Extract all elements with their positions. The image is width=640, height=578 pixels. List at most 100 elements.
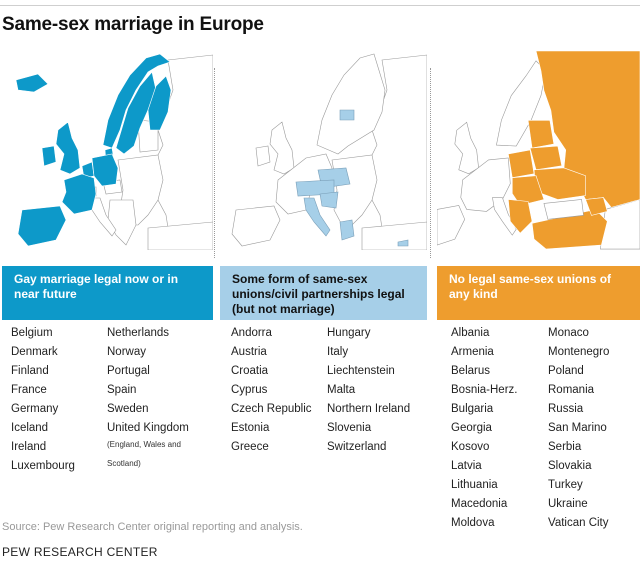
europe-map-civil-unions bbox=[231, 53, 427, 250]
list-item: Estonia bbox=[231, 422, 270, 434]
balkans-shape bbox=[507, 199, 533, 234]
list-item: Vatican City bbox=[548, 517, 609, 529]
uk-shape bbox=[269, 121, 295, 175]
list-no-recognition-right: Monaco Montenegro Poland Romania Russia … bbox=[548, 324, 609, 533]
list-item: Denmark bbox=[11, 346, 58, 358]
list-item: United Kingdom bbox=[107, 422, 189, 434]
top-rule bbox=[0, 5, 640, 6]
iberia-shape bbox=[17, 205, 67, 247]
list-civil-unions-right: Hungary Italy Liechtenstein Malta Northe… bbox=[327, 324, 410, 457]
italy-shape bbox=[492, 197, 517, 236]
banner-civil-unions: Some form of same-sex unions/civil partn… bbox=[220, 266, 427, 320]
list-item: Turkey bbox=[548, 479, 583, 491]
list-item: Montenegro bbox=[548, 346, 610, 358]
list-item: Poland bbox=[548, 365, 584, 377]
list-no-recognition-left: Albania Armenia Belarus Bosnia-Herz. Bul… bbox=[451, 324, 517, 533]
uk-footnote: (England, Wales and Scotland) bbox=[107, 440, 181, 468]
turkey-shape bbox=[361, 221, 427, 250]
ireland-shape bbox=[255, 145, 271, 167]
list-item: Lithuania bbox=[451, 479, 498, 491]
list-item: Croatia bbox=[231, 365, 269, 377]
list-item: Bosnia-Herz. bbox=[451, 384, 518, 396]
list-marriage-right: Netherlands Norway Portugal Spain Sweden… bbox=[107, 324, 189, 473]
list-item: Monaco bbox=[548, 327, 589, 339]
iceland-shape bbox=[15, 73, 49, 93]
caucasus-shape bbox=[585, 197, 608, 216]
map-no-recognition bbox=[437, 50, 640, 250]
black-sea-shape bbox=[543, 199, 584, 220]
list-item: Luxembourg bbox=[11, 460, 75, 472]
list-item: Georgia bbox=[451, 422, 492, 434]
france-shape bbox=[61, 173, 97, 215]
banner-no-recognition: No legal same-sex unions of any kind bbox=[437, 266, 640, 320]
eastern-europe-shape bbox=[331, 154, 378, 226]
europe-map-no-recognition bbox=[437, 50, 640, 250]
list-item: Serbia bbox=[548, 441, 582, 453]
greece-shape bbox=[339, 219, 355, 241]
list-item: Italy bbox=[327, 346, 349, 358]
list-item: Andorra bbox=[231, 327, 272, 339]
footer-credit: PEW RESEARCH CENTER bbox=[2, 545, 158, 559]
list-item: Slovenia bbox=[327, 422, 372, 434]
list-item: Moldova bbox=[451, 517, 495, 529]
map-civil-unions bbox=[222, 50, 427, 250]
ireland-shape bbox=[41, 145, 57, 167]
list-item: Latvia bbox=[451, 460, 482, 472]
banner-marriage: Gay marriage legal now or in near future bbox=[2, 266, 213, 320]
list-item: Ukraine bbox=[548, 498, 588, 510]
list-item: Iceland bbox=[11, 422, 49, 434]
list-item: Austria bbox=[231, 346, 267, 358]
germany-shape bbox=[91, 153, 119, 187]
list-item: Finland bbox=[11, 365, 49, 377]
list-item: Liechtenstein bbox=[327, 365, 395, 377]
slovenia-croatia-shape bbox=[319, 191, 339, 209]
page-title: Same-sex marriage in Europe bbox=[2, 14, 264, 35]
list-item: Sweden bbox=[107, 403, 149, 415]
cyprus-shape bbox=[397, 239, 409, 247]
turkey-shape bbox=[147, 221, 213, 250]
list-item: Hungary bbox=[327, 327, 371, 339]
list-item: Russia bbox=[548, 403, 584, 415]
list-item: Norway bbox=[107, 346, 146, 358]
italy-shape bbox=[89, 197, 117, 237]
slovakia-romania-shape bbox=[511, 175, 545, 206]
norway-shape bbox=[102, 53, 171, 149]
source-note: Source: Pew Research Center original rep… bbox=[2, 521, 303, 533]
list-item: San Marino bbox=[548, 422, 607, 434]
list-item: Germany bbox=[11, 403, 59, 415]
list-item: Belarus bbox=[451, 365, 490, 377]
list-item: Malta bbox=[327, 384, 356, 396]
list-item: Macedonia bbox=[451, 498, 508, 510]
list-item: France bbox=[11, 384, 47, 396]
separator-2 bbox=[430, 68, 431, 258]
list-item: Romania bbox=[548, 384, 595, 396]
uk-shape bbox=[55, 121, 81, 175]
poland-shape bbox=[507, 149, 535, 179]
scandinavia-shape bbox=[316, 53, 386, 155]
list-item: Greece bbox=[231, 441, 269, 453]
baltics-shape bbox=[527, 119, 555, 149]
list-item: Armenia bbox=[451, 346, 494, 358]
list-item: Slovakia bbox=[548, 460, 592, 472]
list-item: Cyprus bbox=[231, 384, 268, 396]
belarus-shape bbox=[529, 145, 563, 171]
map-marriage bbox=[8, 50, 213, 250]
europe-map-marriage bbox=[15, 53, 213, 250]
list-marriage-left: Belgium Denmark Finland France Germany I… bbox=[11, 324, 75, 476]
list-item: Bulgaria bbox=[451, 403, 494, 415]
list-item: Albania bbox=[451, 327, 490, 339]
estonia-shape bbox=[339, 109, 355, 121]
italy-shape bbox=[303, 197, 331, 237]
finland-shape bbox=[147, 75, 172, 131]
list-item: Netherlands bbox=[107, 327, 170, 339]
iberia-shape bbox=[437, 205, 466, 246]
iberia-shape bbox=[231, 205, 281, 247]
list-item: Ireland bbox=[11, 441, 47, 453]
list-civil-unions-left: Andorra Austria Croatia Cyprus Czech Rep… bbox=[231, 324, 312, 457]
balkans-shape bbox=[107, 199, 137, 246]
list-item: Czech Republic bbox=[231, 403, 312, 415]
separator-1 bbox=[214, 68, 215, 258]
list-item: Switzerland bbox=[327, 441, 387, 453]
list-item: Portugal bbox=[107, 365, 150, 377]
list-item: Kosovo bbox=[451, 441, 490, 453]
